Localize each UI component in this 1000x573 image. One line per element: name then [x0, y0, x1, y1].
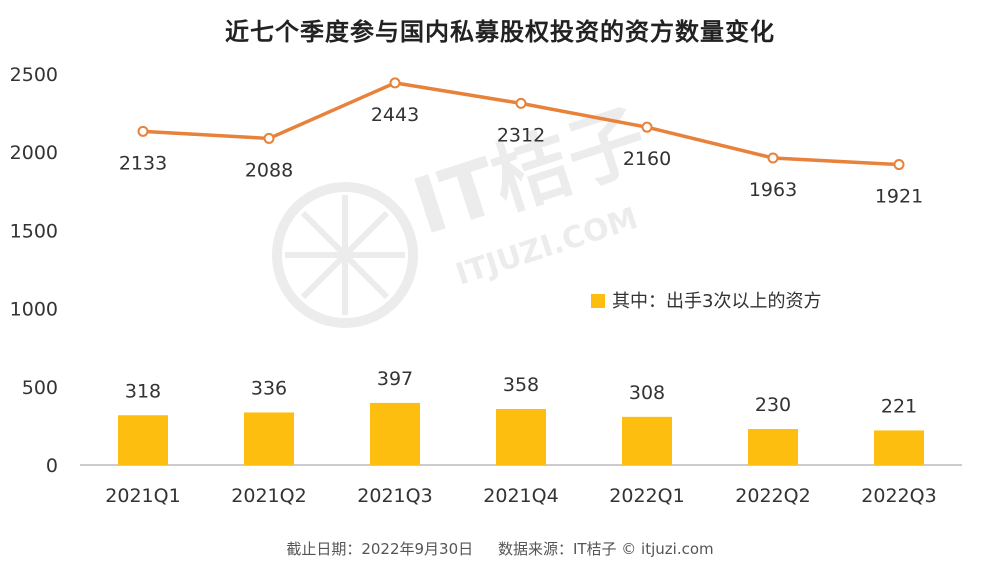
line-point — [389, 77, 401, 89]
x-tick-label: 2021Q1 — [105, 485, 180, 507]
line-point — [137, 125, 149, 137]
bar-data-label: 221 — [881, 395, 917, 417]
legend-label: 其中：出手3次以上的资方 — [612, 291, 821, 312]
bar-data-label: 230 — [755, 394, 791, 416]
x-tick-label: 2021Q2 — [231, 485, 306, 507]
watermark-logo — [272, 182, 418, 328]
y-tick-label: 1000 — [10, 299, 58, 321]
y-tick-label: 500 — [22, 377, 58, 399]
x-tick-label: 2022Q2 — [735, 485, 810, 507]
x-tick-label: 2022Q3 — [861, 485, 936, 507]
watermark: IT桔子 ITJUZI.COM — [272, 94, 657, 328]
line-data-label: 2133 — [119, 152, 167, 174]
line-point — [263, 132, 275, 144]
footer-date: 截止日期：2022年9月30日 — [286, 540, 474, 558]
line-data-label: 1963 — [749, 179, 797, 201]
y-tick-label: 2000 — [10, 142, 58, 164]
y-tick-label: 1500 — [10, 220, 58, 242]
y-tick-label: 2500 — [10, 64, 58, 86]
bar-data-label: 358 — [503, 374, 539, 396]
watermark-logo-segments — [285, 195, 405, 315]
x-tick-label: 2022Q1 — [609, 485, 684, 507]
line-point — [893, 159, 905, 171]
bar — [370, 402, 420, 465]
footer-source: 数据来源：IT桔子 © itjuzi.com — [497, 540, 714, 558]
bar — [244, 412, 294, 465]
x-tick-label: 2021Q4 — [483, 485, 558, 507]
line-data-label: 1921 — [875, 186, 923, 208]
bar — [622, 416, 672, 465]
footer: 截止日期：2022年9月30日 数据来源：IT桔子 © itjuzi.com — [0, 538, 1000, 559]
line-data-label: 2160 — [623, 148, 671, 170]
line-data-label: 2312 — [497, 124, 545, 146]
bar-data-label: 336 — [251, 377, 287, 399]
line-data-label: 2088 — [245, 159, 293, 181]
x-tick-label: 2021Q3 — [357, 485, 432, 507]
legend-swatch — [591, 294, 605, 308]
bar-data-label: 308 — [629, 382, 665, 404]
line-point — [515, 97, 527, 109]
bar — [748, 429, 798, 465]
line-point — [767, 152, 779, 164]
bar — [118, 415, 168, 465]
y-tick-label: 0 — [46, 455, 58, 477]
line-point — [641, 121, 653, 133]
legend: 其中：出手3次以上的资方 — [591, 291, 821, 312]
bar-data-label: 397 — [377, 368, 413, 390]
chart-title: 近七个季度参与国内私募股权投资的资方数量变化 — [225, 18, 775, 46]
bar — [874, 430, 924, 465]
bar-data-label: 318 — [125, 380, 161, 402]
line-data-label: 2443 — [371, 104, 419, 126]
bar — [496, 409, 546, 465]
